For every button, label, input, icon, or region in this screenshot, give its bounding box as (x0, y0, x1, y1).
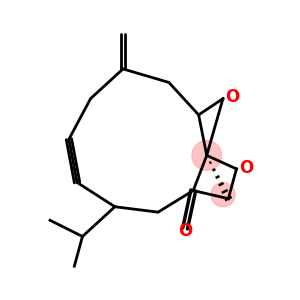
Circle shape (211, 182, 235, 207)
Text: O: O (178, 222, 192, 240)
Text: O: O (225, 88, 239, 106)
Text: O: O (239, 159, 253, 177)
Circle shape (192, 140, 222, 170)
